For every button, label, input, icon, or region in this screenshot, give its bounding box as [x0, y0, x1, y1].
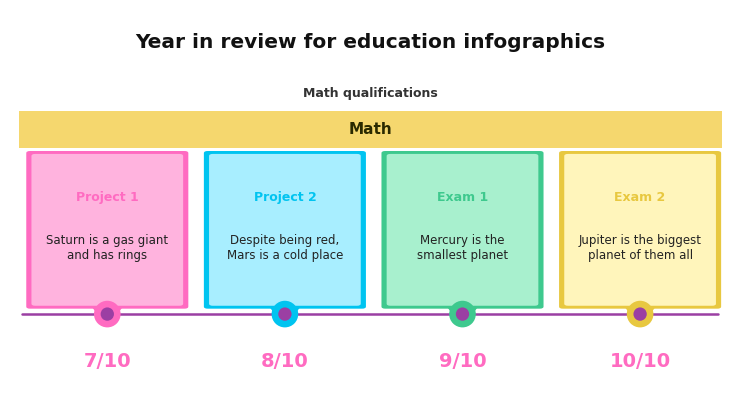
Text: Math qualifications: Math qualifications	[303, 87, 437, 100]
FancyBboxPatch shape	[386, 154, 539, 306]
FancyBboxPatch shape	[209, 154, 361, 306]
Text: Exam 2: Exam 2	[614, 191, 666, 204]
FancyBboxPatch shape	[31, 154, 184, 306]
Text: Jupiter is the biggest
planet of them all: Jupiter is the biggest planet of them al…	[579, 233, 702, 262]
Ellipse shape	[278, 307, 292, 321]
FancyBboxPatch shape	[565, 154, 716, 306]
Text: Saturn is a gas giant
and has rings: Saturn is a gas giant and has rings	[46, 233, 169, 262]
Ellipse shape	[94, 301, 121, 327]
FancyBboxPatch shape	[26, 151, 188, 309]
Text: 8/10: 8/10	[261, 352, 309, 371]
Text: Exam 1: Exam 1	[437, 191, 488, 204]
Polygon shape	[448, 307, 477, 327]
FancyBboxPatch shape	[204, 151, 366, 309]
Text: Year in review for education infographics: Year in review for education infographic…	[135, 33, 605, 52]
Polygon shape	[270, 307, 300, 327]
Ellipse shape	[633, 307, 647, 321]
Text: Mercury is the
smallest planet: Mercury is the smallest planet	[417, 233, 508, 262]
Text: 7/10: 7/10	[84, 352, 131, 371]
Ellipse shape	[627, 301, 653, 327]
Text: Math: Math	[348, 122, 392, 137]
Polygon shape	[92, 307, 122, 327]
FancyBboxPatch shape	[18, 111, 722, 148]
Text: 9/10: 9/10	[439, 352, 486, 371]
FancyBboxPatch shape	[382, 151, 543, 309]
Text: Project 2: Project 2	[254, 191, 316, 204]
Polygon shape	[625, 307, 655, 327]
Ellipse shape	[101, 307, 114, 321]
Ellipse shape	[449, 301, 476, 327]
Text: 10/10: 10/10	[610, 352, 670, 371]
Ellipse shape	[272, 301, 298, 327]
FancyBboxPatch shape	[559, 151, 721, 309]
Text: Project 1: Project 1	[76, 191, 138, 204]
Text: Despite being red,
Mars is a cold place: Despite being red, Mars is a cold place	[226, 233, 343, 262]
Ellipse shape	[456, 307, 469, 321]
